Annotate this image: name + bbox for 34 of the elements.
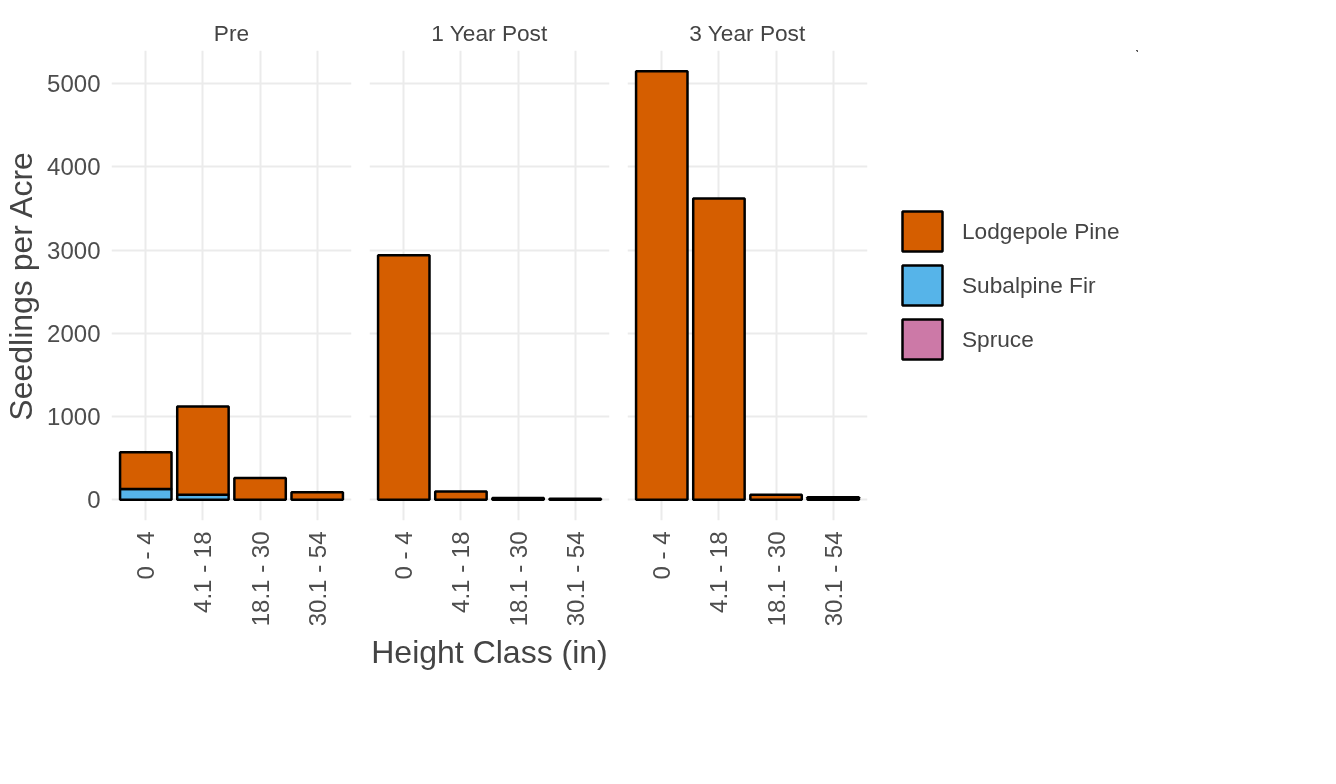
- x-tick-label: 30.1 - 54: [819, 531, 847, 627]
- y-axis-title: Seedlings per Acre: [3, 152, 40, 421]
- x-tick-label: 4.1 - 18: [447, 531, 475, 613]
- bar: [233, 476, 288, 501]
- y-tick-label: 1000: [47, 403, 101, 431]
- x-tick-label: 4.1 - 18: [189, 531, 217, 613]
- x-tick-label: 0 - 4: [648, 531, 676, 580]
- x-tick-label: 0 - 4: [390, 531, 418, 580]
- y-tick-label: 0: [87, 486, 101, 514]
- x-tick-label: 30.1 - 54: [561, 531, 589, 627]
- y-tick-label: 2000: [47, 319, 101, 347]
- bar: [290, 490, 345, 501]
- y-tick-label: 4000: [47, 153, 101, 181]
- x-axis-title: Height Class (in): [371, 634, 608, 671]
- bar: [376, 253, 431, 501]
- legend-label: Lodgepole Pine: [962, 217, 1120, 245]
- x-tick-label: 18.1 - 30: [504, 531, 532, 627]
- chart-title: 1 Year Post: [431, 19, 548, 46]
- x-tick-label: 0 - 4: [132, 531, 160, 580]
- chart-title: 3 Year Post: [689, 19, 806, 46]
- bar: [433, 490, 488, 501]
- bar: [749, 493, 804, 501]
- bar: [806, 495, 861, 501]
- bar: [634, 70, 689, 501]
- legend-label: Subalpine Fir: [962, 271, 1096, 299]
- legend-label: Spruce: [962, 325, 1034, 353]
- y-tick-label: 5000: [47, 70, 101, 98]
- x-tick-label: 4.1 - 18: [705, 531, 733, 613]
- chart-title: Pre: [213, 19, 250, 46]
- y-tick-label: 3000: [47, 236, 101, 264]
- bar: [691, 197, 746, 501]
- x-tick-label: 18.1 - 30: [762, 531, 790, 627]
- x-tick-label: 18.1 - 30: [246, 531, 274, 627]
- x-tick-label: 30.1 - 54: [303, 531, 331, 627]
